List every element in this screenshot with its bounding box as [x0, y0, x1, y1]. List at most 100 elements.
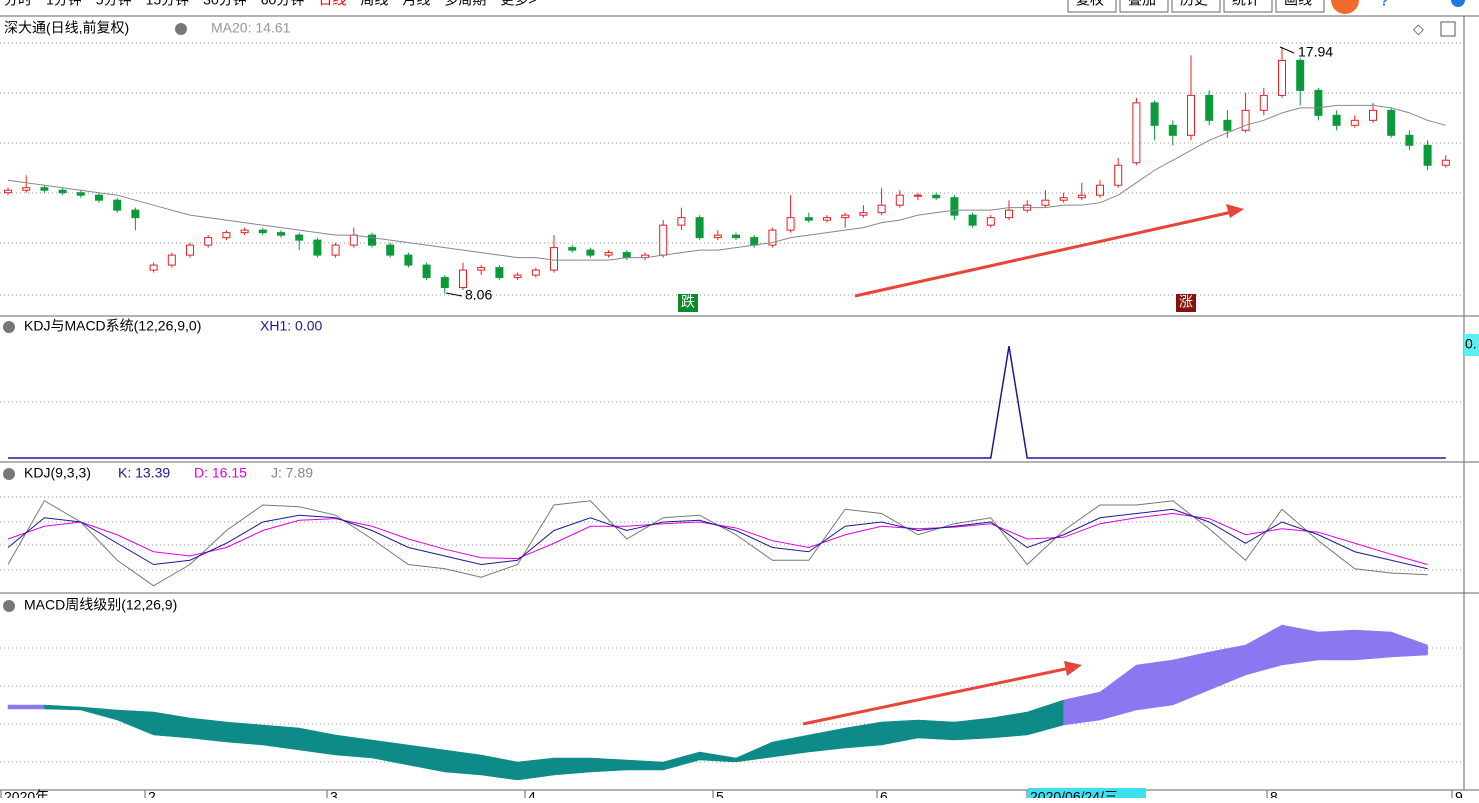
date-label: 6	[880, 789, 888, 798]
macd-band	[590, 757, 628, 773]
candle-body	[1369, 109, 1377, 121]
dropdown-icon[interactable]	[175, 23, 187, 35]
tab[interactable]: 5分钟	[96, 0, 132, 8]
panel-icon[interactable]	[3, 468, 15, 480]
main-title: 深大通(日线,前复权)	[4, 20, 129, 36]
candle-body	[113, 199, 122, 211]
candle-body	[1332, 114, 1341, 126]
tab[interactable]: 15分钟	[146, 0, 190, 8]
candle-body	[167, 254, 176, 266]
candle-body	[1296, 59, 1305, 91]
trend-arrow	[802, 666, 1071, 726]
date-label: 2020/06/24/三	[1030, 789, 1118, 798]
tab[interactable]: 多周期	[444, 0, 486, 8]
candle-body	[895, 194, 904, 206]
candle-body	[1077, 194, 1086, 199]
candle-body	[95, 194, 103, 201]
tab[interactable]: 周线	[360, 0, 388, 8]
toolbar-button[interactable]: 画线	[1284, 0, 1312, 8]
low-pointer	[445, 292, 463, 297]
xh1-label: XH1: 0.00	[260, 318, 322, 334]
candle-body	[386, 244, 395, 256]
ma-label: MA20: 14.61	[211, 20, 291, 36]
candle-body	[768, 229, 777, 246]
icon[interactable]	[1451, 0, 1465, 7]
candle-body	[968, 214, 977, 226]
candle-body	[1059, 197, 1068, 201]
tab[interactable]: 30分钟	[203, 0, 247, 8]
candle-body	[331, 244, 340, 256]
tab[interactable]: 60分钟	[261, 0, 305, 8]
diamond-icon[interactable]: ◇	[1413, 21, 1424, 37]
candle-body	[277, 232, 285, 236]
candle-body	[22, 187, 31, 191]
icon[interactable]: ?	[1380, 0, 1389, 9]
date-label: 2	[148, 789, 156, 798]
candle-body	[240, 229, 249, 234]
candle-body	[713, 234, 722, 239]
candle-body	[604, 252, 613, 256]
candle-body	[786, 217, 795, 231]
high-pointer	[1279, 46, 1295, 54]
tab[interactable]: 月线	[402, 0, 430, 8]
panel-icon[interactable]	[3, 321, 15, 333]
macd-band	[7, 704, 45, 710]
candle-body	[750, 237, 759, 246]
candle-body	[1405, 134, 1414, 146]
arrow-head	[1226, 204, 1244, 218]
macd-band	[553, 757, 591, 776]
tab[interactable]: 分时	[4, 0, 32, 8]
macd-band	[1136, 659, 1174, 711]
candle-body	[1350, 119, 1359, 126]
macd-band	[954, 717, 992, 741]
macd-band	[626, 759, 664, 771]
date-label: 3	[330, 789, 338, 798]
candle-body	[258, 229, 267, 234]
d-label: D: 16.15	[194, 465, 247, 481]
candle-body	[349, 234, 358, 246]
candle-body	[823, 217, 831, 221]
tab[interactable]: 日线	[318, 0, 346, 8]
candle-body	[1132, 102, 1141, 164]
candle-body	[1187, 94, 1195, 136]
candle-body	[531, 269, 540, 276]
tab[interactable]: 1分钟	[46, 0, 82, 8]
candle-body	[58, 189, 67, 194]
candle-body	[1150, 102, 1159, 126]
logo[interactable]	[1331, 0, 1359, 14]
candle-body	[459, 269, 467, 289]
toolbar-button[interactable]: 叠加	[1128, 0, 1156, 8]
badge-up-text: 涨	[1179, 294, 1193, 310]
candle-body	[1278, 59, 1286, 96]
candle-body	[932, 194, 941, 199]
xh1-line	[8, 346, 1446, 459]
candle-body	[1114, 164, 1123, 186]
macd-band	[189, 717, 227, 743]
candle-body	[440, 277, 449, 289]
toolbar-button[interactable]: 复权	[1076, 0, 1104, 8]
toolbar-button[interactable]: 统计	[1232, 0, 1260, 8]
candle-body	[986, 217, 995, 226]
toolbar-button-frame[interactable]	[1067, 0, 1117, 13]
candle-body	[1223, 119, 1232, 131]
candle-body	[131, 209, 140, 219]
candle-body	[404, 254, 413, 266]
toolbar-button-frame[interactable]	[1223, 0, 1273, 13]
macd-band	[226, 721, 264, 746]
toolbar: 分时 1分钟 5分钟 15分钟 30分钟 60分钟 日线 周线 月线 多周期 更多> 复权 叠加 历史 统计…	[4, 0, 1325, 13]
candle-body	[422, 264, 431, 279]
tab[interactable]: 更多>	[500, 0, 536, 8]
toolbar-button-frame[interactable]	[1171, 0, 1221, 13]
side-box	[1464, 334, 1479, 356]
toolbar-button[interactable]: 历史	[1180, 0, 1208, 8]
toolbar-button-frame[interactable]	[1275, 0, 1325, 13]
toolbar-button-frame[interactable]	[1119, 0, 1169, 13]
candle-body	[859, 212, 868, 216]
panel-icon[interactable]	[3, 600, 15, 612]
date-label: 4	[528, 789, 536, 798]
window-icon[interactable]	[1440, 21, 1456, 37]
candle-body	[4, 189, 12, 194]
